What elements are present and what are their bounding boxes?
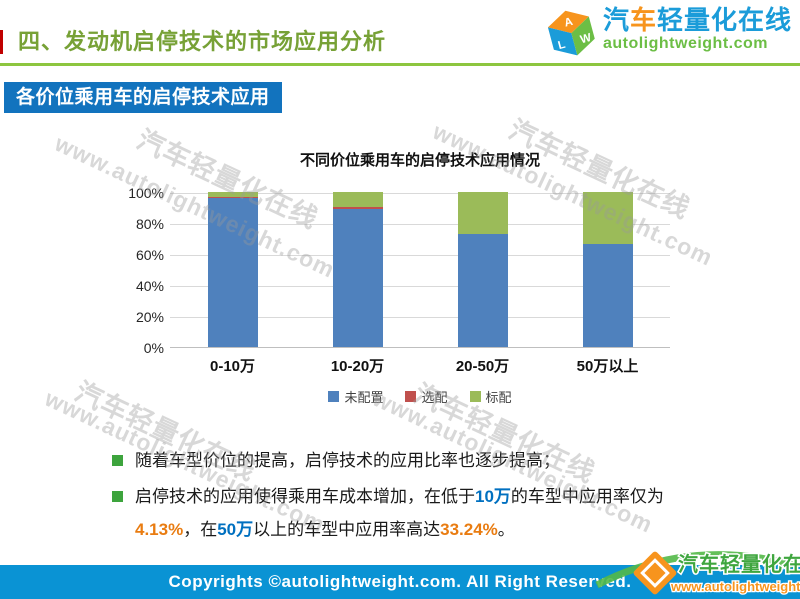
bullet-item: 启停技术的应用使得乘用车成本增加，在低于10万的车型中应用率仅为 4.13%，在5…	[112, 480, 712, 546]
bullet-item: 随着车型价位的提高，启停技术的应用比率也逐步提高；	[112, 444, 712, 477]
brand-name-en: autolightweight.com	[602, 35, 768, 52]
bullet-text-segment: 33.24%	[440, 520, 498, 539]
legend-swatch-icon	[328, 391, 340, 402]
gridline	[170, 224, 670, 225]
cube-letter-w: W	[579, 32, 593, 46]
y-axis-tick: 0%	[143, 340, 164, 356]
brand-text: 汽车轻量化在线 autolightweight.com	[603, 5, 792, 53]
bar-segment-未配置	[207, 198, 258, 347]
bullet-text-segment: 启停技术的应用使得乘用车成本增加，在低于	[135, 487, 475, 506]
header-divider	[0, 63, 800, 66]
legend-label: 选配	[421, 390, 448, 405]
cube-letter-a: A	[563, 16, 575, 30]
legend-item-未配置: 未配置	[328, 387, 383, 406]
brand-name-zh: 汽车轻量化在线	[603, 5, 792, 35]
bullet-text-segment: 。	[497, 520, 515, 539]
bullet-text-segment: 10万	[475, 487, 511, 506]
bullet-text-segment: 随着车型价位的提高，启停技术的应用比率也逐步提高；	[135, 451, 560, 470]
gridline	[170, 193, 670, 194]
bullet-text-segment: 50万	[217, 520, 254, 539]
legend-label: 标配	[485, 390, 512, 405]
footer-bar: Copyrights ©autolightweight.com. All Rig…	[0, 565, 800, 599]
brand-zh-char2: 车	[629, 5, 657, 35]
y-axis-tick: 80%	[135, 216, 164, 232]
bar-20-50万	[457, 192, 508, 347]
bullet-text: 随着车型价位的提高，启停技术的应用比率也逐步提高；	[135, 444, 687, 477]
bar-segment-标配	[332, 192, 383, 208]
gridline	[170, 255, 670, 256]
legend-swatch-icon	[405, 391, 417, 402]
gridline	[170, 286, 670, 287]
brand-logo: A L W 汽车轻量化在线 autolightweight.com	[547, 5, 792, 64]
x-axis-label: 10-20万	[330, 358, 385, 375]
brand-zh-char1: 汽	[602, 5, 630, 35]
y-axis-tick: 60%	[135, 247, 164, 263]
bullet-text-segment: 以上的车型中应用率高达	[253, 520, 441, 539]
bar-segment-未配置	[332, 208, 383, 347]
bullet-square-icon	[112, 491, 123, 502]
bullet-text: 启停技术的应用使得乘用车成本增加，在低于10万的车型中应用率仅为 4.13%，在5…	[135, 480, 687, 546]
stacked-bar-chart: 不同价位乘用车的启停技术应用情况 未配置 选配 标配 0% 20% 40% 60% 80% 1…	[120, 145, 720, 417]
y-axis-tick: 40%	[135, 278, 164, 294]
bar-segment-选配	[332, 207, 383, 209]
bar-segment-选配	[207, 196, 258, 199]
chart-legend: 未配置 选配 标配	[170, 387, 670, 406]
bar-segment-未配置	[457, 234, 508, 347]
header-accent-bar	[0, 30, 3, 54]
copyright-text: Copyrights ©autolightweight.com. All Rig…	[168, 572, 632, 591]
plot-area	[170, 192, 670, 348]
bullet-text-segment: 的车型中应用率仅为	[510, 487, 664, 506]
gridline	[170, 347, 670, 348]
cube-letter-l: L	[557, 39, 567, 52]
chart-title: 不同价位乘用车的启停技术应用情况	[299, 152, 540, 169]
x-axis-label: 50万以上	[576, 358, 639, 375]
legend-item-标配: 标配	[469, 387, 512, 406]
y-axis-tick: 100%	[128, 185, 164, 201]
bar-segment-标配	[457, 192, 508, 235]
bullet-text-segment: 4.13%	[135, 520, 184, 539]
x-axis-label: 0-10万	[209, 358, 256, 375]
bullet-square-icon	[112, 455, 123, 466]
bar-0-10万	[207, 192, 258, 347]
legend-label: 未配置	[344, 390, 384, 405]
bar-segment-未配置	[582, 243, 633, 347]
gridline	[170, 317, 670, 318]
section-badge: 各价位乘用车的启停技术应用	[4, 82, 282, 113]
brand-zh-rest: 轻量化在线	[656, 5, 792, 35]
page-title: 四、发动机启停技术的市场应用分析	[18, 29, 387, 54]
x-axis-label: 20-50万	[455, 358, 510, 375]
bullet-list: 随着车型价位的提高，启停技术的应用比率也逐步提高； 启停技术的应用使得乘用车成本增…	[112, 444, 712, 549]
cube-logo-icon: A L W	[540, 2, 603, 70]
legend-swatch-icon	[469, 391, 481, 402]
bar-segment-标配	[582, 192, 633, 244]
legend-item-选配: 选配	[405, 387, 448, 406]
bar-segment-标配	[207, 192, 258, 197]
bullet-text-segment: ，在	[183, 520, 218, 539]
y-axis-tick: 20%	[135, 309, 164, 325]
bar-50万以上	[582, 192, 633, 347]
bar-10-20万	[332, 192, 383, 347]
